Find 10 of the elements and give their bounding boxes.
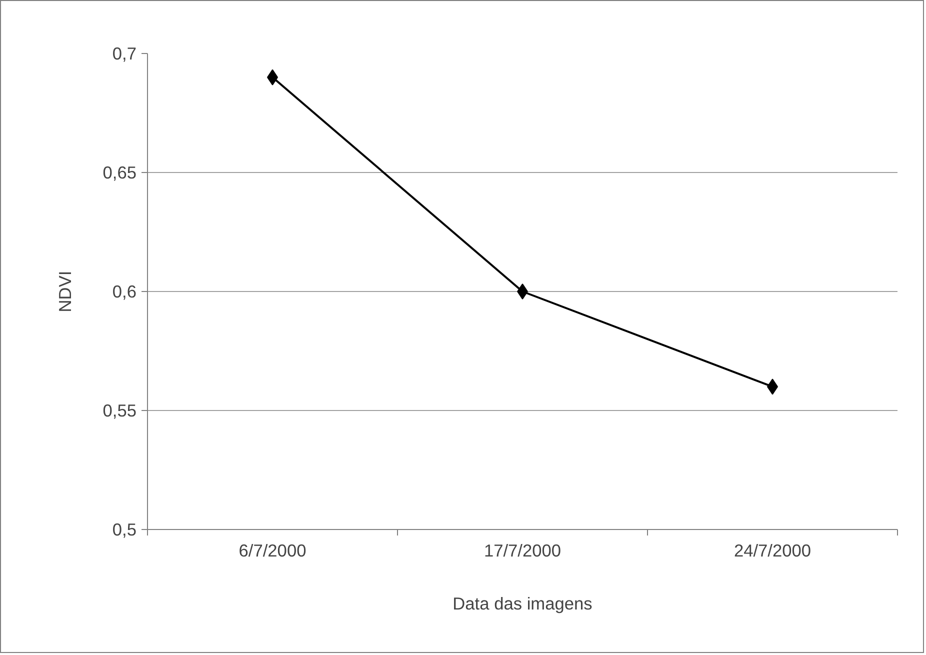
- y-tick-label: 0,6: [112, 282, 137, 302]
- y-tick-label: 0,55: [102, 400, 137, 420]
- x-tick-label: 17/7/2000: [484, 540, 562, 560]
- y-tick-label: 0,65: [102, 162, 137, 182]
- x-tick-label: 6/7/2000: [238, 540, 306, 560]
- x-axis-title: Data das imagens: [452, 594, 593, 614]
- y-tick-label: 0,5: [112, 520, 137, 540]
- y-tick-label: 0,7: [112, 44, 137, 64]
- y-axis-title: NDVI: [54, 270, 75, 312]
- x-tick-label: 24/7/2000: [734, 540, 812, 560]
